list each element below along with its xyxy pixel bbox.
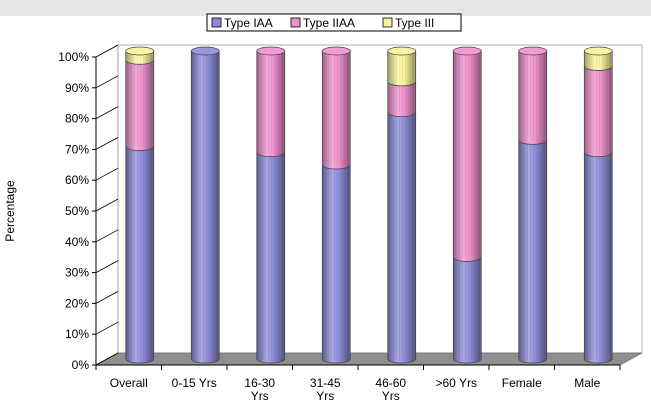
x-tick-label: Yrs bbox=[316, 389, 334, 403]
legend-swatch bbox=[290, 17, 301, 28]
x-tick-label: Yrs bbox=[382, 389, 400, 403]
bar-top bbox=[387, 46, 417, 56]
bar-top bbox=[452, 46, 482, 56]
bar-top bbox=[518, 46, 548, 56]
y-tick-depth bbox=[95, 260, 119, 273]
y-tick-depth bbox=[95, 75, 119, 89]
legend-label: Type III bbox=[395, 16, 434, 30]
bar-stack bbox=[452, 46, 482, 364]
y-tick-depth bbox=[95, 137, 119, 150]
y-tick-label: 90% bbox=[65, 81, 89, 95]
y-tick-depth bbox=[95, 321, 119, 335]
legend-swatch bbox=[382, 17, 393, 28]
y-tick-depth bbox=[95, 229, 119, 243]
y-tick-depth bbox=[95, 44, 119, 58]
y-tick-depth bbox=[95, 106, 119, 119]
legend-swatch bbox=[211, 17, 222, 28]
floor bbox=[95, 352, 643, 366]
x-tick-label: 31-45 bbox=[310, 376, 341, 390]
bar-stack bbox=[387, 46, 417, 364]
bar-top bbox=[190, 46, 220, 56]
y-tick-depth bbox=[95, 167, 119, 181]
bar-stack bbox=[256, 46, 286, 364]
bar-stack bbox=[321, 46, 351, 364]
y-tick-label: 20% bbox=[65, 296, 89, 310]
y-tick-label: 0% bbox=[72, 358, 90, 372]
bar-top bbox=[321, 46, 351, 56]
bar-top bbox=[256, 46, 286, 56]
bar-stack bbox=[125, 46, 155, 364]
y-tick-label: 70% bbox=[65, 142, 89, 156]
x-tick-label: 0-15 Yrs bbox=[172, 376, 217, 390]
legend-label: Type IAA bbox=[224, 16, 273, 30]
legend: Type IAA Type IIAA Type III bbox=[206, 13, 462, 32]
x-tick-label: 46-60 bbox=[375, 376, 406, 390]
x-tick-label: Overall bbox=[110, 376, 148, 390]
bar-top bbox=[125, 46, 155, 56]
y-tick-depth bbox=[95, 291, 119, 304]
y-axis-title: Percentage bbox=[3, 180, 17, 242]
y-tick-label: 80% bbox=[65, 112, 89, 126]
x-tick-label: Yrs bbox=[251, 389, 269, 403]
x-tick-label: Female bbox=[502, 376, 542, 390]
y-tick-label: 100% bbox=[58, 50, 89, 64]
y-tick-label: 50% bbox=[65, 204, 89, 218]
bar-stack bbox=[518, 46, 548, 364]
y-tick-label: 60% bbox=[65, 173, 89, 187]
bar-stack bbox=[190, 46, 220, 364]
bar-top bbox=[583, 46, 613, 56]
x-tick-label: Male bbox=[574, 376, 600, 390]
y-tick-label: 10% bbox=[65, 327, 89, 341]
x-tick-label: 16-30 bbox=[244, 376, 275, 390]
x-tick-label: >60 Yrs bbox=[436, 376, 477, 390]
y-tick-depth bbox=[95, 198, 119, 212]
y-tick-depth bbox=[95, 352, 119, 366]
legend-box bbox=[206, 13, 462, 32]
y-tick-label: 30% bbox=[65, 266, 89, 280]
bar-stack bbox=[583, 46, 613, 364]
legend-label: Type IIAA bbox=[303, 16, 355, 30]
top-band bbox=[0, 0, 651, 16]
y-tick-label: 40% bbox=[65, 235, 89, 249]
